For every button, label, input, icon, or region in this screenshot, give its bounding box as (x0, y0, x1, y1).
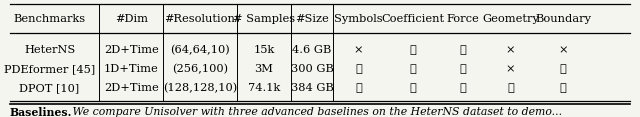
Text: ✓: ✓ (507, 83, 514, 93)
Text: Geometry: Geometry (482, 14, 539, 24)
Text: 384 GB: 384 GB (291, 83, 333, 93)
Text: DPOT [10]: DPOT [10] (19, 83, 80, 93)
Text: 300 GB: 300 GB (291, 64, 333, 74)
Text: ✓: ✓ (410, 64, 416, 74)
Text: PDEformer [45]: PDEformer [45] (4, 64, 95, 74)
Text: ×: × (506, 64, 515, 74)
Text: ✓: ✓ (459, 83, 466, 93)
Text: #Dim: #Dim (115, 14, 148, 24)
Text: 1D+Time: 1D+Time (104, 64, 159, 74)
Text: #Resolution: #Resolution (164, 14, 236, 24)
Text: Symbols: Symbols (334, 14, 383, 24)
Text: 74.1k: 74.1k (248, 83, 280, 93)
Text: ✓: ✓ (355, 64, 362, 74)
Text: ×: × (559, 45, 568, 55)
Text: ✓: ✓ (410, 45, 416, 55)
Text: # Samples: # Samples (233, 14, 295, 24)
Text: Baselines.: Baselines. (10, 107, 72, 117)
Text: 15k: 15k (253, 45, 275, 55)
Text: 4.6 GB: 4.6 GB (292, 45, 332, 55)
Text: ×: × (354, 45, 363, 55)
Text: 2D+Time: 2D+Time (104, 45, 159, 55)
Text: (128,128,10): (128,128,10) (163, 83, 237, 93)
Text: We compare Unisolver with three advanced baselines on the HeterNS dataset to dem: We compare Unisolver with three advanced… (62, 107, 562, 117)
Text: ✓: ✓ (410, 83, 416, 93)
Text: ✓: ✓ (560, 83, 566, 93)
Text: (64,64,10): (64,64,10) (170, 45, 230, 55)
Text: 3M: 3M (255, 64, 273, 74)
Text: Benchmarks: Benchmarks (13, 14, 86, 24)
Text: ×: × (506, 45, 515, 55)
Text: Boundary: Boundary (535, 14, 591, 24)
Text: (256,100): (256,100) (172, 64, 228, 74)
Text: ✓: ✓ (355, 83, 362, 93)
Text: ✓: ✓ (560, 64, 566, 74)
Text: Coefficient: Coefficient (381, 14, 444, 24)
Text: Force: Force (446, 14, 479, 24)
Text: 2D+Time: 2D+Time (104, 83, 159, 93)
Text: ✓: ✓ (459, 64, 466, 74)
Text: HeterNS: HeterNS (24, 45, 76, 55)
Text: #Size: #Size (295, 14, 329, 24)
Text: ✓: ✓ (459, 45, 466, 55)
